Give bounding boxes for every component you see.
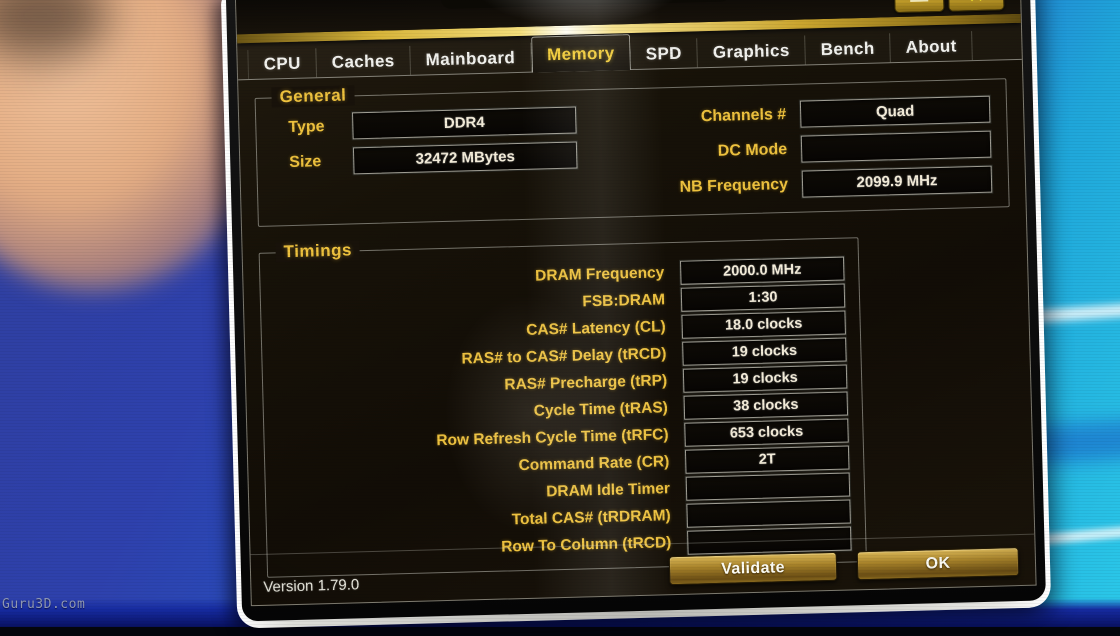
- timing-label: Command Rate (CR): [518, 453, 670, 475]
- version-text: Version 1.79.0: [263, 576, 360, 596]
- tab-memory[interactable]: Memory: [530, 34, 632, 73]
- tab-caches[interactable]: Caches: [316, 45, 412, 78]
- timings-legend: Timings: [275, 240, 361, 263]
- tab-graphics[interactable]: Graphics: [697, 35, 807, 68]
- timing-label: FSB:DRAM: [582, 291, 666, 311]
- window-bezel: — ✕ CPU Caches Mainboard Memory SPD Grap…: [225, 0, 1047, 622]
- timing-value: 2000.0 MHz: [679, 256, 845, 285]
- timings-groupbox: Timings DRAM Frequency 2000.0 MHz FSB:DR…: [258, 237, 867, 578]
- timing-label: CAS# Latency (CL): [526, 318, 666, 339]
- memory-tab-panel: General Type DDR4 Size 32472 MBytes: [238, 60, 1035, 605]
- minimize-button[interactable]: —: [893, 0, 945, 14]
- timing-value: 19 clocks: [682, 364, 848, 393]
- timing-label: Row Refresh Cycle Time (tRFC): [436, 426, 669, 450]
- tab-about[interactable]: About: [890, 31, 974, 63]
- channels-value: Quad: [799, 95, 991, 128]
- tab-mainboard[interactable]: Mainboard: [410, 42, 532, 75]
- type-label: Type: [288, 117, 325, 136]
- timing-value: 1:30: [680, 283, 846, 312]
- photo-bottom-edge: [0, 627, 1120, 636]
- dc-mode-value: [800, 130, 992, 163]
- timing-value: 19 clocks: [682, 337, 847, 366]
- field-nb-frequency: NB Frequency 2099.9 MHz: [656, 165, 993, 202]
- timing-label: RAS# to CAS# Delay (tRCD): [461, 345, 667, 368]
- minimize-icon: —: [910, 0, 929, 9]
- size-value: 32472 MBytes: [352, 141, 578, 175]
- watermark: Guru3D.com: [2, 597, 86, 612]
- timing-label: RAS# Precharge (tRP): [504, 372, 668, 394]
- field-size: Size 32472 MBytes: [273, 140, 616, 176]
- general-legend: General: [271, 85, 355, 108]
- nb-frequency-value: 2099.9 MHz: [801, 165, 993, 198]
- channels-label: Channels #: [700, 105, 787, 125]
- size-label: Size: [289, 152, 322, 171]
- timing-value: [686, 499, 851, 528]
- validate-button[interactable]: Validate: [668, 551, 838, 586]
- type-value: DDR4: [351, 106, 577, 140]
- field-dc-mode: DC Mode: [655, 130, 992, 167]
- title-bar-artifact: [440, 0, 732, 9]
- timing-label: DRAM Frequency: [534, 264, 665, 285]
- tab-cpu[interactable]: CPU: [247, 48, 318, 80]
- cpuz-window: — ✕ CPU Caches Mainboard Memory SPD Grap…: [220, 0, 1052, 629]
- timing-label: DRAM Idle Timer: [546, 480, 671, 501]
- close-button[interactable]: ✕: [947, 0, 1005, 12]
- timing-value: 38 clocks: [683, 391, 849, 420]
- timing-label: Total CAS# (tRDRAM): [511, 507, 671, 529]
- tab-bench[interactable]: Bench: [805, 33, 892, 65]
- cpuz-dialog: — ✕ CPU Caches Mainboard Memory SPD Grap…: [234, 0, 1037, 607]
- ok-button[interactable]: OK: [856, 547, 1020, 581]
- timing-value: 653 clocks: [684, 418, 849, 447]
- timing-value: 18.0 clocks: [681, 310, 846, 339]
- field-type: Type DDR4: [272, 106, 615, 142]
- general-groupbox: General Type DDR4 Size 32472 MBytes: [254, 78, 1010, 227]
- field-channels: Channels # Quad: [654, 95, 991, 132]
- timing-value: 2T: [684, 445, 850, 474]
- nb-frequency-label: NB Frequency: [679, 175, 789, 196]
- close-icon: ✕: [968, 0, 985, 8]
- corner-shadow: [0, 0, 110, 60]
- tab-spd[interactable]: SPD: [630, 38, 699, 70]
- dc-mode-label: DC Mode: [717, 140, 788, 160]
- timing-value: [685, 472, 851, 501]
- timing-label: Cycle Time (tRAS): [533, 399, 669, 420]
